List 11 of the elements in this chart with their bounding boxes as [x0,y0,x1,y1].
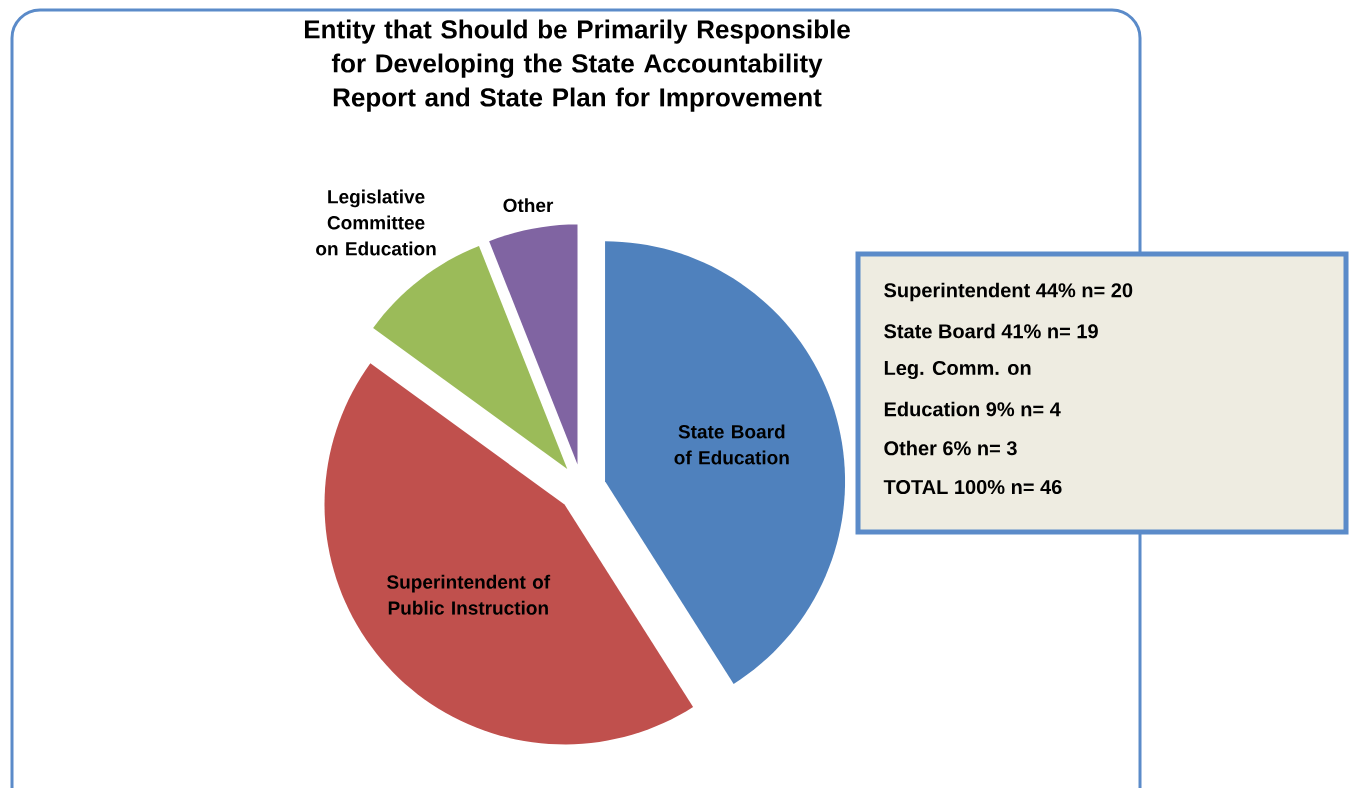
slice-label: State Board of Education [674,424,789,465]
text: TOTAL 100% n= 46 [883,479,1062,495]
slice-label: Legislative Committee on Education [316,189,436,256]
chart-title: Entity that Should be Primarily Responsible for Developing the State Accountability Report and State Plan for Improvement [304,19,850,112]
slice-label: Other [503,198,554,213]
text: State Board 41% n= 19 [884,323,1098,339]
text: Other 6% n= 3 [884,440,1017,456]
slice-label: Superintendent of Public Instruction [387,574,551,615]
text: Superintendent 44% n= 20 [884,282,1133,302]
text: Education 9% n= 4 [884,401,1061,417]
text: Leg. Comm. on [884,360,1031,380]
